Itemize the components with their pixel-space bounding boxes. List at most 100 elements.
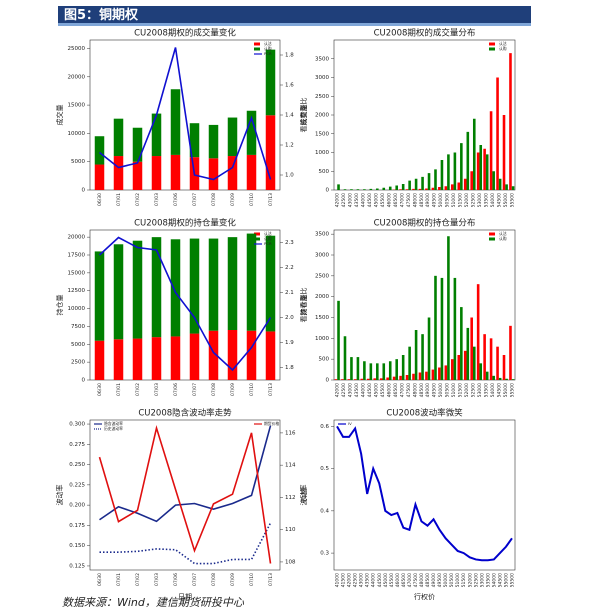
y-tick-label: 2000 <box>315 113 329 119</box>
bar <box>94 136 105 165</box>
bar <box>151 156 162 190</box>
bar <box>399 189 402 190</box>
y2-tick-label: 110 <box>285 527 296 533</box>
y-tick-label: 2000 <box>315 294 329 300</box>
bar <box>363 189 366 190</box>
bar <box>227 117 238 157</box>
bar <box>418 372 422 380</box>
x-tick-label: 07/01 <box>116 193 122 206</box>
bar <box>363 361 366 380</box>
bar <box>265 331 276 380</box>
y-tick-label: 500 <box>319 357 330 363</box>
x-tick-label: 43000 <box>348 383 354 397</box>
x-tick-label: 46500 <box>393 193 399 207</box>
y-tick-label: 0.5 <box>320 466 329 472</box>
legend-label: 隐含波动率 <box>104 421 123 426</box>
legend-swatch <box>489 47 495 51</box>
bar <box>379 378 383 380</box>
x-tick-label: 07/08 <box>211 193 217 206</box>
x-tick-label: 49500 <box>432 383 438 397</box>
chart-title: CU2008期权的成交量变化 <box>134 28 236 39</box>
bar <box>483 334 486 380</box>
y-tick-label: 0 <box>326 188 330 194</box>
bar <box>401 184 405 190</box>
legend-label: 历史波动率 <box>104 426 123 431</box>
x-tick-label: 48500 <box>425 573 431 587</box>
bar <box>94 164 105 190</box>
x-tick-label: 07/06 <box>173 193 179 206</box>
y-tick-label: 0.250 <box>69 462 85 468</box>
x-tick-label: 48000 <box>412 193 418 207</box>
x-tick-label: 51000 <box>455 573 461 587</box>
legend-label: IV <box>348 421 352 426</box>
bar <box>343 189 347 190</box>
y-axis-label: 成交量 <box>55 105 64 126</box>
x-tick-label: 49500 <box>432 193 438 207</box>
bar <box>511 186 515 190</box>
y-tick-label: 0.125 <box>69 563 85 569</box>
legend-swatch <box>254 237 260 241</box>
bar <box>388 361 392 380</box>
bar <box>246 110 257 155</box>
x-tick-label: 07/02 <box>135 193 141 206</box>
y2-tick-label: 1.4 <box>285 113 294 119</box>
bar <box>151 337 162 380</box>
x-tick-label: 44000 <box>361 383 367 397</box>
y-tick-label: 15000 <box>68 270 86 276</box>
x-tick-label: 47500 <box>413 573 419 587</box>
bar <box>476 284 480 380</box>
legend-swatch <box>489 232 495 236</box>
bar <box>438 367 441 380</box>
bar <box>132 127 143 162</box>
bar <box>414 330 418 380</box>
bar <box>399 375 402 380</box>
y-tick-label: 2500 <box>315 94 329 100</box>
bar <box>113 118 124 157</box>
x-tick-label: 45000 <box>383 573 389 587</box>
y2-tick-label: 2.3 <box>285 240 294 246</box>
x-tick-label: 55000 <box>503 383 509 397</box>
x-tick-label: 54500 <box>496 383 502 397</box>
y-tick-label: 0.4 <box>320 508 329 514</box>
bar <box>496 346 499 380</box>
bar <box>170 239 181 337</box>
y2-axis-label: 价格 <box>299 488 308 502</box>
y-tick-label: 3500 <box>315 232 329 238</box>
bar <box>246 154 257 190</box>
y-tick-label: 1000 <box>315 336 329 342</box>
y2-axis-label: 看跌看涨比 <box>299 98 308 133</box>
y2-tick-label: 2.1 <box>285 290 294 296</box>
y-tick-label: 5000 <box>71 159 85 165</box>
x-tick-label: 46500 <box>401 573 407 587</box>
bar <box>498 178 502 190</box>
x-tick-label: 44000 <box>371 573 377 587</box>
x-tick-label: 53000 <box>477 383 483 397</box>
x-tick-label: 53500 <box>483 383 489 397</box>
x-tick-label: 53000 <box>479 573 485 587</box>
x-tick-label: 07/13 <box>268 573 274 586</box>
bar <box>369 188 373 190</box>
bar <box>434 169 437 190</box>
bar <box>356 357 360 380</box>
bar <box>453 152 457 190</box>
y2-tick-label: 1.9 <box>285 340 294 346</box>
y2-tick-label: 112 <box>285 495 296 501</box>
bar <box>447 236 450 380</box>
x-tick-label: 45000 <box>374 193 380 207</box>
bar <box>208 124 219 159</box>
bar <box>405 189 409 190</box>
x-tick-label: 55000 <box>503 573 509 587</box>
y-tick-label: 0.275 <box>69 442 85 448</box>
x-tick-label: 45500 <box>380 193 386 207</box>
x-tick-label: 47000 <box>407 573 413 587</box>
bar <box>94 251 105 341</box>
x-tick-label: 46000 <box>386 193 392 207</box>
bar <box>505 378 508 380</box>
bar <box>463 178 467 190</box>
bar <box>492 171 495 190</box>
bar <box>427 317 431 380</box>
x-tick-label: 45500 <box>380 383 386 397</box>
bar <box>412 188 415 190</box>
chart-title: CU2008波动率微笑 <box>386 408 463 419</box>
